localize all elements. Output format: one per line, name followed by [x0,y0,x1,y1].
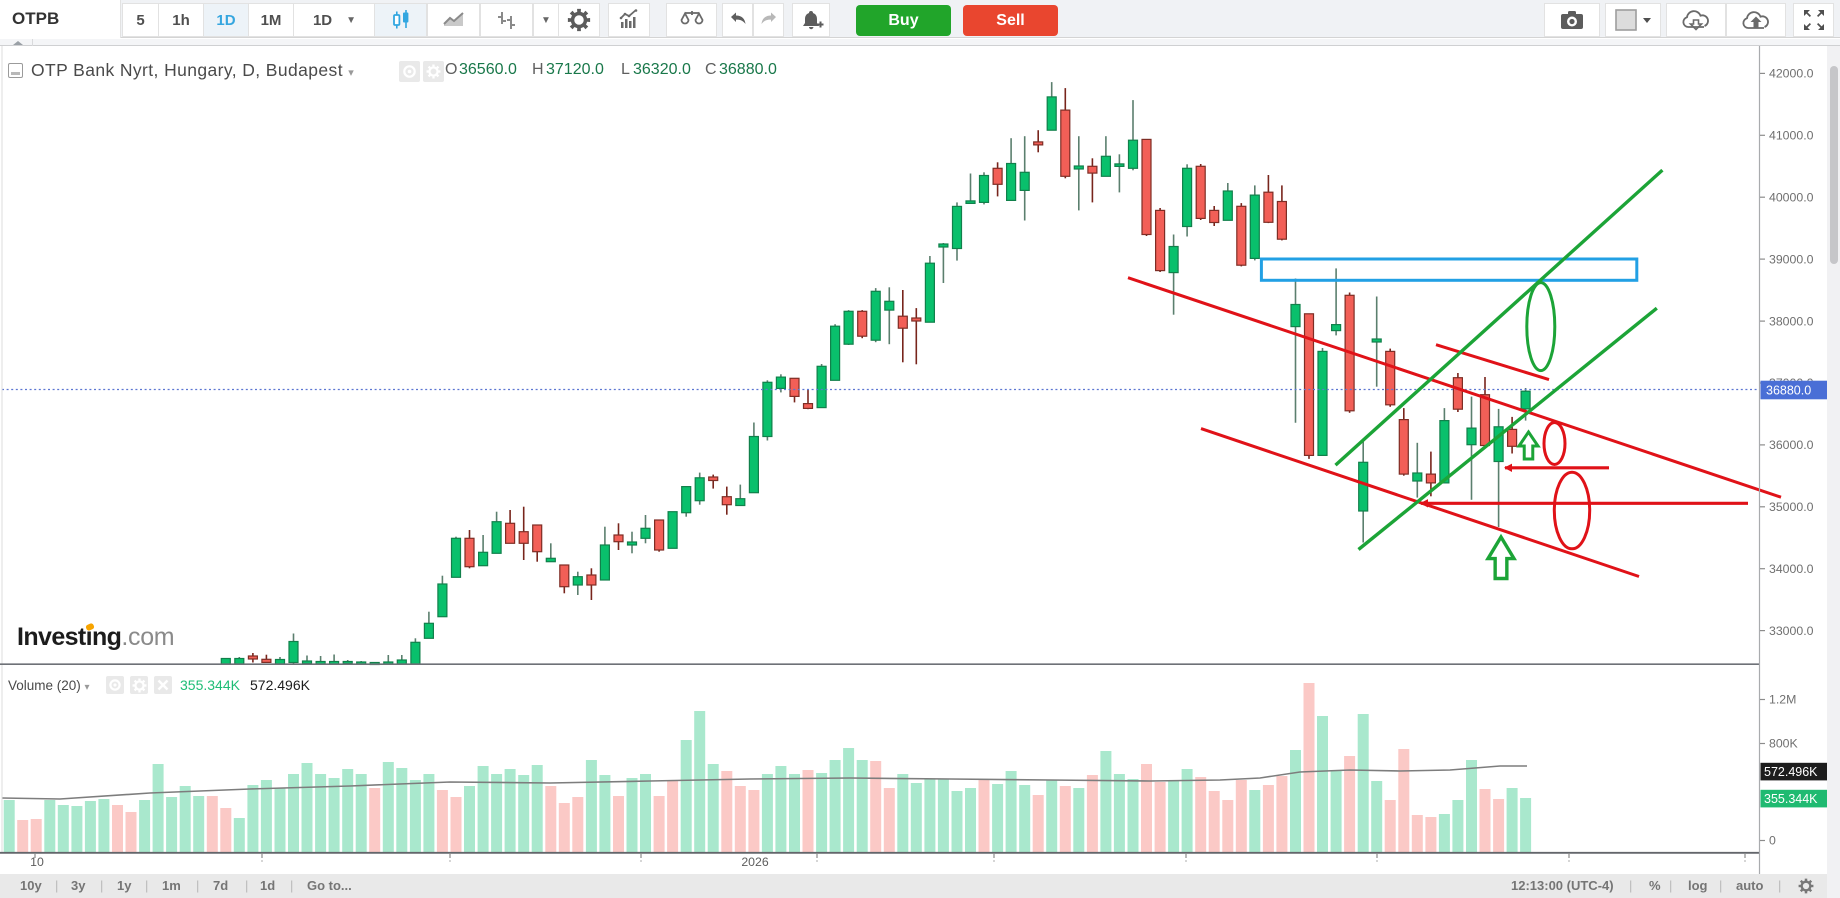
svg-text:10: 10 [30,855,44,869]
svg-text:800K: 800K [1769,737,1799,751]
svg-text:33000.0: 33000.0 [1769,624,1814,638]
svg-text:40000.0: 40000.0 [1769,190,1814,204]
svg-text:35000.0: 35000.0 [1769,500,1814,514]
svg-text:41000.0: 41000.0 [1769,129,1814,143]
svg-text:2026: 2026 [741,855,769,869]
svg-text:34000.0: 34000.0 [1769,562,1814,576]
svg-text:36880.0: 36880.0 [1766,384,1811,398]
svg-text:355.344K: 355.344K [1764,792,1818,806]
svg-text:38000.0: 38000.0 [1769,314,1814,328]
svg-text:36000.0: 36000.0 [1769,438,1814,452]
svg-text:0: 0 [1769,834,1776,848]
svg-text:572.496K: 572.496K [1764,765,1818,779]
svg-text:1.2M: 1.2M [1769,693,1796,707]
svg-text:39000.0: 39000.0 [1769,252,1814,266]
svg-text:42000.0: 42000.0 [1769,67,1814,81]
